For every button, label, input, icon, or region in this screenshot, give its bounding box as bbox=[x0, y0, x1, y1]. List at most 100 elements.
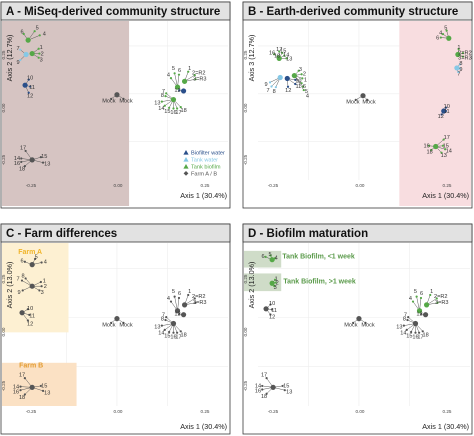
sample-point bbox=[160, 100, 163, 103]
centroid-point bbox=[412, 320, 419, 327]
sample-label: 10 bbox=[444, 104, 450, 110]
sample-point bbox=[406, 318, 409, 322]
sample-point bbox=[441, 33, 445, 36]
sample-point bbox=[294, 78, 297, 81]
sample-point bbox=[177, 73, 181, 76]
sample-point bbox=[442, 138, 445, 141]
sample-point bbox=[40, 261, 43, 264]
sample-point bbox=[21, 289, 24, 292]
panel-c-x-tick-2: 0.00 bbox=[114, 409, 123, 414]
sample-label: 7 bbox=[267, 88, 270, 94]
sample-label: 2 bbox=[303, 72, 306, 78]
sample-cluster: 121110 bbox=[284, 75, 301, 94]
centroid-point bbox=[29, 283, 35, 289]
sample-point bbox=[264, 255, 267, 258]
sample-label: 6 bbox=[420, 291, 423, 297]
sample-point bbox=[281, 384, 284, 388]
sample-point bbox=[281, 51, 284, 54]
sample-label: 6 bbox=[261, 254, 264, 260]
sample-label: 14 bbox=[13, 384, 19, 390]
sample-point bbox=[402, 324, 405, 327]
sample-label: 3=R3 bbox=[193, 76, 207, 82]
legend-biofilter-water: Biofilter water bbox=[191, 151, 225, 157]
sample-label: 16 bbox=[423, 144, 429, 150]
sample-point bbox=[28, 313, 31, 316]
sample-label: 2=R2 bbox=[458, 51, 472, 57]
sample-cluster: 12=R23=R3 bbox=[181, 66, 207, 84]
sample-point bbox=[261, 388, 264, 391]
sample-point bbox=[24, 277, 27, 280]
legend-tank-biofilm-marker bbox=[183, 164, 189, 169]
sample-point bbox=[165, 92, 168, 95]
centroid-point bbox=[263, 306, 269, 312]
sample-label: 17 bbox=[261, 373, 267, 379]
legend-tank-water: Tank water bbox=[191, 158, 218, 164]
sample-label: 6 bbox=[20, 259, 23, 265]
sample-point bbox=[173, 72, 176, 75]
sample-label: 18 bbox=[274, 53, 280, 59]
sample-point bbox=[39, 280, 42, 284]
sample-point bbox=[283, 389, 286, 392]
sample-cluster: 97 8 bbox=[265, 74, 283, 95]
shaded-region bbox=[2, 21, 130, 206]
legend-tank-water-marker bbox=[183, 157, 189, 162]
sample-point bbox=[19, 58, 22, 62]
sample-point bbox=[294, 82, 297, 86]
sample-label: 4 bbox=[167, 296, 170, 302]
sample-point bbox=[445, 29, 448, 32]
sample-label: 12 bbox=[27, 322, 33, 328]
panel-d-title-bar bbox=[242, 223, 473, 243]
sample-point bbox=[38, 34, 41, 37]
panel-a-x-tick-2: 0.00 bbox=[114, 183, 123, 188]
sample-point bbox=[274, 281, 277, 284]
sample-point bbox=[164, 318, 167, 322]
sample-point bbox=[110, 321, 113, 324]
shaded-group-2 bbox=[2, 362, 77, 406]
sample-label: 14 bbox=[158, 330, 164, 336]
sample-point bbox=[164, 94, 167, 98]
sample-label: 6 bbox=[303, 84, 306, 90]
sample-point bbox=[457, 70, 460, 74]
sample-label: 14 bbox=[446, 148, 452, 154]
centroid-point bbox=[422, 312, 429, 318]
centroid-point bbox=[291, 72, 297, 79]
panel-d: D - Biofilm maturation Tank Biofilm, <1 … bbox=[242, 223, 473, 435]
sample-point bbox=[297, 69, 300, 72]
panel-b-title: B - Earth-derived community structure bbox=[248, 6, 458, 18]
centroid-point bbox=[22, 82, 28, 88]
sample-label: 16 bbox=[170, 334, 176, 340]
sample-label: Mock bbox=[119, 99, 133, 105]
sample-point bbox=[194, 78, 197, 81]
annotation-2: Tank Biofilm, >1 week bbox=[283, 278, 356, 285]
sample-label: 3 bbox=[274, 285, 277, 291]
sample-label: 12 bbox=[438, 114, 444, 120]
sample-point bbox=[110, 97, 113, 100]
sample-point bbox=[428, 144, 431, 147]
sample-label: 13 bbox=[441, 153, 447, 159]
centroid-point bbox=[454, 65, 460, 71]
sample-label: 2=R2 bbox=[434, 294, 448, 300]
sample-point bbox=[26, 319, 29, 322]
sample-label: 2 bbox=[41, 52, 44, 58]
sample-label: 8 bbox=[161, 93, 164, 99]
sample-point bbox=[440, 151, 443, 154]
sample-point bbox=[420, 312, 423, 316]
sample-label: 2=R2 bbox=[192, 294, 206, 300]
panel-b: B - Earth-derived community structure 1 7… bbox=[242, 1, 473, 209]
sample-point bbox=[461, 52, 465, 55]
centroid-point bbox=[25, 37, 31, 43]
sample-cluster: 79 bbox=[16, 46, 29, 66]
panel-d-y-tick-2: 0.00 bbox=[243, 327, 248, 336]
sample-label: 14 bbox=[255, 383, 261, 389]
sample-cluster: 12 bbox=[174, 312, 187, 318]
sample-point bbox=[410, 330, 413, 334]
sample-point bbox=[173, 295, 176, 298]
sample-label: 1 bbox=[304, 77, 307, 83]
sample-point bbox=[270, 308, 273, 311]
sample-label: 12 bbox=[174, 88, 180, 94]
